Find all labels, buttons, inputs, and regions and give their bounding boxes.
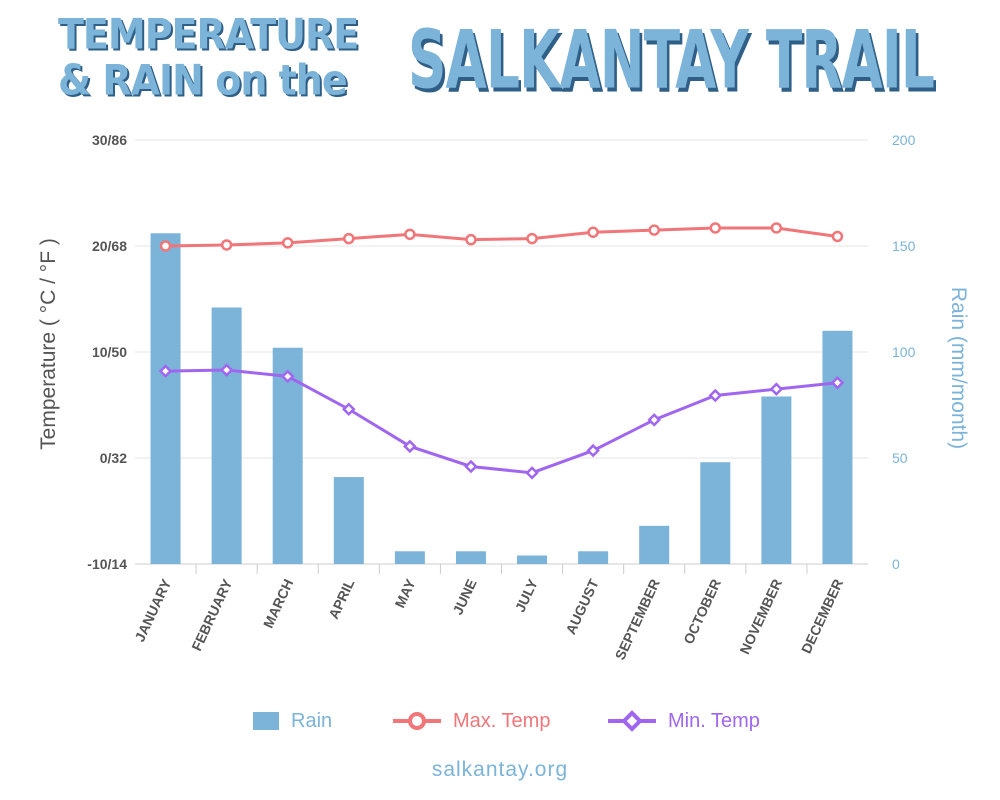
max-temp-point	[831, 230, 844, 243]
legend-label-max-temp: Max. Temp	[453, 710, 551, 732]
max-temp-point	[343, 232, 355, 245]
bar-rain	[333, 477, 364, 564]
max-temp-point	[465, 233, 477, 246]
x-tick-label: JUNE	[449, 577, 479, 618]
max-temp-point	[587, 226, 599, 238]
y-tick-label-left: 10/50	[92, 344, 127, 360]
min-temp-point	[280, 369, 295, 384]
bar-rain	[455, 551, 486, 564]
max-temp-point	[709, 222, 722, 234]
x-tick-label: APRIL	[325, 576, 357, 621]
max-temp-line	[165, 226, 838, 248]
max-temp-point	[404, 228, 416, 241]
min-temp-point	[403, 439, 417, 454]
y-tick-label-right: 100	[892, 344, 916, 360]
x-tick-label: FEBRUARY	[188, 576, 235, 653]
max-temp-point	[220, 239, 233, 251]
combo-chart: 30/86 20/68 10/50 0/32 -10/14 200 150 100 50 0 Tem…	[37, 132, 970, 663]
bar-rain	[272, 347, 303, 564]
y-axis-title-left: Temperature ( °C / °F )	[37, 238, 60, 450]
legend-item-max-temp[interactable]: Max. Temp	[393, 710, 573, 734]
bar-rain	[517, 555, 548, 564]
x-tick-label: MARCH	[260, 577, 297, 631]
bar-rain	[211, 307, 242, 564]
y-tick-label-right: 150	[892, 238, 916, 254]
legend-item-rain[interactable]: Rain	[253, 710, 363, 734]
y-tick-label-right: 200	[892, 132, 916, 148]
max-temp-point	[159, 240, 172, 252]
title-main: SALKANTAY TRAIL	[408, 12, 935, 107]
title-line-1: TEMPERATURE	[58, 10, 359, 59]
min-temp-point	[219, 363, 234, 377]
max-temp-point	[648, 224, 660, 236]
bar-rain	[150, 233, 181, 564]
bar-rain	[578, 551, 609, 564]
min-temp-point	[525, 466, 539, 480]
footer-site-link[interactable]: salkantay.org	[431, 758, 569, 781]
min-temp-point	[647, 413, 661, 427]
x-tick-label: NOVEMBER	[736, 577, 785, 657]
y-axis-title-right: Rain (mm/month)	[947, 287, 970, 449]
legend-swatch-rain	[253, 712, 279, 730]
bar-rain	[822, 330, 853, 564]
legend-label-rain: Rain	[291, 710, 333, 732]
y-tick-label-right: 0	[892, 556, 900, 572]
legend: Rain Max. Temp Min. Temp	[0, 700, 1000, 740]
x-tick-label: DECEMBER	[798, 577, 846, 656]
bar-rain	[761, 396, 792, 564]
y-tick-label-left: 30/86	[92, 132, 127, 148]
x-tick-label: SEPTEMBER	[612, 577, 663, 663]
x-tick-label: MAY	[391, 576, 418, 610]
title-line-2: & RAIN on the	[58, 56, 348, 105]
x-tick-label: JANUARY	[131, 576, 174, 644]
x-tick-label: OCTOBER	[680, 577, 724, 647]
min-temp-point	[464, 459, 478, 474]
y-tick-label-right: 50	[892, 450, 908, 466]
y-tick-label-left: -10/14	[87, 556, 127, 572]
legend-swatch-min-temp	[608, 710, 656, 732]
bar-rain	[394, 551, 425, 564]
min-temp-point	[158, 364, 173, 378]
legend-label-min-temp: Min. Temp	[668, 710, 760, 732]
bar-rain	[639, 525, 670, 564]
min-temp-point	[769, 382, 784, 396]
x-tick-label: JULY	[512, 576, 541, 615]
max-temp-point	[770, 222, 783, 234]
max-temp-point	[526, 232, 538, 245]
min-temp-point	[708, 388, 723, 403]
max-temp-point	[281, 237, 294, 249]
x-tick-label: AUGUST	[562, 576, 602, 637]
legend-item-min-temp[interactable]: Min. Temp	[608, 710, 788, 734]
min-temp-point	[830, 375, 845, 390]
min-temp-point	[342, 402, 356, 417]
min-temp-line	[165, 368, 838, 475]
bar-rain	[700, 462, 731, 564]
y-tick-label-left: 20/68	[92, 238, 127, 254]
min-temp-point	[586, 443, 600, 458]
y-tick-label-left: 0/32	[100, 450, 127, 466]
legend-swatch-max-temp	[393, 712, 441, 730]
chart-title: TEMPERATURE & RAIN on the SALKANTAY TRAI…	[0, 0, 1000, 110]
